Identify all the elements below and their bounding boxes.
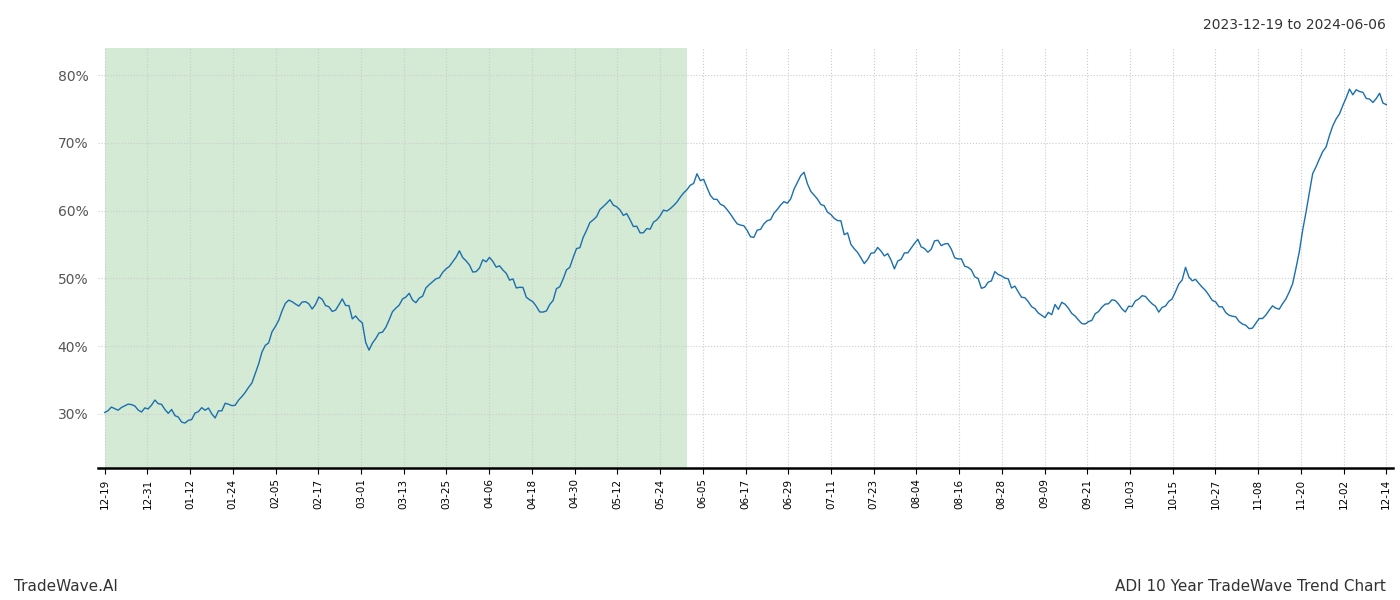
Text: ADI 10 Year TradeWave Trend Chart: ADI 10 Year TradeWave Trend Chart xyxy=(1116,579,1386,594)
Text: 2023-12-19 to 2024-06-06: 2023-12-19 to 2024-06-06 xyxy=(1203,18,1386,32)
Text: TradeWave.AI: TradeWave.AI xyxy=(14,579,118,594)
Bar xyxy=(105,48,687,468)
